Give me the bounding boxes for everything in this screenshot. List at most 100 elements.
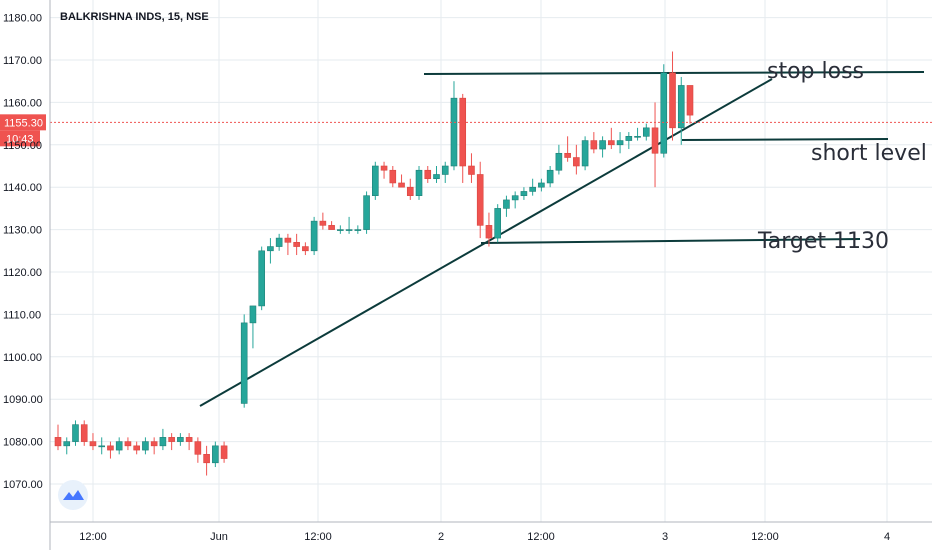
candle: [459, 93, 467, 183]
y-tick-label: 1130.00: [3, 225, 42, 237]
candle: [380, 161, 388, 179]
candle: [63, 437, 71, 455]
candle: [177, 433, 184, 446]
candle: [677, 76, 685, 145]
candle: [503, 195, 510, 217]
candle: [354, 225, 362, 234]
candle: [267, 238, 274, 264]
candle: [133, 441, 140, 455]
candle: [54, 424, 62, 451]
current-price-line: 1155.30 10:43: [0, 114, 932, 147]
candle: [581, 136, 589, 171]
candle: [372, 161, 379, 200]
tradingview-cloud-icon[interactable]: [58, 480, 88, 510]
candle: [468, 153, 475, 183]
chart-title: BALKRISHNA INDS, 15, NSE: [60, 11, 209, 23]
candle: [590, 132, 598, 154]
candle: [389, 166, 397, 188]
candle: [284, 233, 292, 256]
candle: [293, 233, 300, 256]
y-tick-label: 1120.00: [3, 267, 42, 279]
y-tick-label: 1110.00: [3, 309, 41, 321]
y-tick-label: 1170.00: [3, 55, 42, 67]
candle: [159, 428, 167, 451]
stop-loss-label[interactable]: stop loss: [767, 59, 864, 84]
candle: [275, 233, 283, 251]
candle: [337, 225, 344, 234]
candle: [115, 437, 123, 455]
candle: [212, 441, 219, 468]
candle: [433, 166, 440, 183]
short-level-label[interactable]: short level: [811, 141, 927, 166]
candle: [107, 441, 114, 459]
y-tick-label: 1100.00: [3, 352, 42, 364]
candle: [124, 437, 132, 451]
y-tick-label: 1090.00: [3, 394, 43, 406]
candle: [573, 144, 580, 175]
candles: [54, 51, 694, 476]
candle: [529, 178, 536, 196]
candle: [258, 246, 265, 311]
target-label[interactable]: Target 1130: [757, 229, 889, 254]
candle: [203, 445, 210, 476]
candle: [669, 51, 676, 141]
y-tick-label: 1180.00: [3, 13, 42, 25]
candle: [625, 132, 633, 150]
candle: [249, 305, 257, 349]
candle: [555, 144, 563, 175]
candle: [441, 161, 449, 183]
countdown-tag: [0, 130, 40, 147]
x-tick-label: 12:00: [304, 531, 332, 543]
candle: [406, 178, 414, 200]
current-price-label: 1155.30: [4, 117, 43, 129]
x-tick-label: 12:00: [79, 531, 107, 543]
x-tick-label: 12:00: [527, 531, 555, 543]
candle: [328, 221, 335, 230]
candle: [424, 166, 432, 183]
candle: [686, 85, 694, 124]
candle: [415, 166, 423, 200]
candle: [450, 81, 458, 171]
candle: [476, 161, 484, 239]
candle: [398, 174, 405, 188]
candle: [310, 216, 318, 256]
candle: [302, 242, 309, 256]
y-tick-label: 1080.00: [3, 437, 43, 449]
candle: [660, 64, 668, 158]
target-line[interactable]: [480, 238, 861, 244]
candle: [634, 127, 641, 141]
candle: [142, 437, 149, 455]
candle: [520, 187, 528, 200]
short-level-line[interactable]: [681, 138, 889, 141]
candle: [80, 420, 88, 446]
candle: [616, 132, 624, 154]
candle: [538, 178, 545, 192]
price-tag: [0, 114, 46, 131]
candle: [599, 136, 606, 158]
candle: [564, 136, 571, 162]
candle: [72, 420, 79, 446]
candle: [150, 437, 158, 455]
candle: [642, 123, 650, 141]
y-tick-label: 1150.00: [3, 140, 42, 152]
candle: [319, 212, 327, 230]
candle: [485, 212, 493, 247]
candle: [168, 433, 175, 451]
candle: [89, 433, 97, 451]
x-tick-label: 2: [438, 531, 444, 543]
candle: [494, 204, 501, 243]
y-tick-label: 1070.00: [3, 479, 43, 491]
x-tick-label: 3: [662, 531, 668, 543]
candle: [194, 437, 202, 463]
candle: [608, 127, 615, 150]
countdown-label: 10:43: [6, 133, 34, 145]
x-tick-label: 4: [884, 531, 890, 543]
candle: [240, 314, 248, 408]
candle: [651, 102, 659, 188]
y-tick-label: 1160.00: [3, 97, 42, 109]
annotations: stop loss short level Target 1130: [757, 59, 927, 254]
candle: [363, 191, 370, 234]
candle: [220, 441, 228, 463]
